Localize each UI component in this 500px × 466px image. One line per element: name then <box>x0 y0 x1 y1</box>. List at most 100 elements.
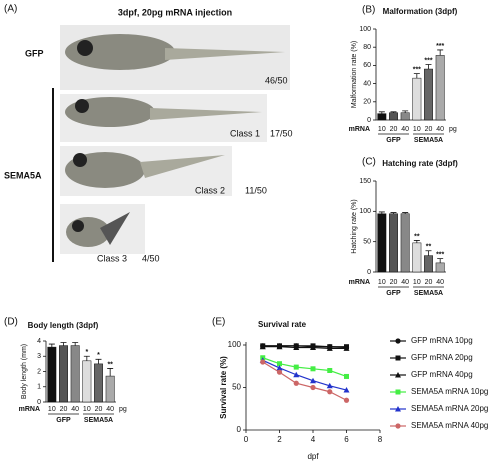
y-tick-label: 50 <box>232 383 241 392</box>
error-bar <box>437 258 444 263</box>
legend-marker <box>395 389 401 395</box>
chart-title: Body length (3dpf) <box>28 321 99 330</box>
chart-title: Survival rate <box>258 320 307 329</box>
marker <box>310 384 316 391</box>
legend-marker <box>395 423 401 429</box>
bar <box>105 375 115 403</box>
class-label: Class 1 <box>230 128 260 138</box>
bar <box>389 112 398 121</box>
marker <box>259 343 266 350</box>
group-label: GFP <box>25 48 44 58</box>
count: 46/50 <box>265 75 288 85</box>
significance: ** <box>426 244 432 251</box>
x-tick-label: 6 <box>344 435 349 444</box>
series-line <box>262 345 347 348</box>
axis <box>45 341 116 403</box>
x-tick-label: 10 <box>378 126 386 133</box>
panel-title: 3dpf, 20pg mRNA injection <box>118 7 232 17</box>
significance: *** <box>413 66 421 73</box>
fish <box>65 34 175 70</box>
x-tick-label: 2 <box>277 435 282 444</box>
error-bar <box>107 368 114 377</box>
bar <box>389 213 398 273</box>
marker <box>327 368 333 373</box>
significance: *** <box>424 57 432 64</box>
bar <box>400 213 410 273</box>
group-label: SEMA5A <box>414 290 443 297</box>
error-bar <box>413 240 420 243</box>
y-tick-label: 1 <box>37 384 41 391</box>
x-tick-label: 10 <box>413 126 421 133</box>
fish-tail <box>150 108 262 120</box>
x-tick-label: 20 <box>425 279 433 286</box>
error-bar <box>413 73 420 79</box>
marker <box>293 364 299 370</box>
y-tick-label: 0 <box>237 425 242 434</box>
group-label: SEMA5A <box>414 137 443 144</box>
marker <box>326 345 333 351</box>
marker <box>310 377 316 384</box>
marker <box>293 344 300 351</box>
class-label: Class 2 <box>195 185 225 195</box>
fish-eye <box>75 99 89 113</box>
count: 17/50 <box>270 128 293 138</box>
bar <box>377 113 387 121</box>
marker <box>276 369 283 375</box>
bar <box>82 360 92 403</box>
x-prefix: mRNA <box>19 406 40 413</box>
error-bar <box>437 49 444 56</box>
panel-letter: (B) <box>362 5 375 16</box>
significance: * <box>97 352 100 359</box>
y-axis-label: Survival rate (%) <box>219 356 228 419</box>
panel-letter: (D) <box>4 317 18 328</box>
marker <box>293 371 300 378</box>
bar <box>70 345 80 403</box>
error-bar <box>378 111 385 114</box>
fish-tail <box>165 48 285 60</box>
y-tick-label: 0 <box>367 269 371 276</box>
x-tick-label: 4 <box>311 435 316 444</box>
significance: *** <box>436 43 444 50</box>
y-tick-label: 100 <box>228 340 242 349</box>
legend-marker <box>395 372 401 378</box>
marker <box>343 387 350 393</box>
fish-eye <box>72 220 84 232</box>
legend-marker <box>395 406 401 412</box>
marker <box>343 397 350 403</box>
x-tick-label: 10 <box>83 406 91 413</box>
legend-marker <box>395 338 401 344</box>
chart-title: Hatching rate (3dpf) <box>382 159 458 168</box>
marker <box>260 359 266 365</box>
error-bar <box>402 212 409 214</box>
y-axis-label: Body length (mm) <box>21 344 28 399</box>
bar <box>47 346 57 403</box>
legend-label: GFP mRNA 10pg <box>411 336 473 345</box>
y-tick-label: 3 <box>37 353 41 360</box>
y-tick-label: 2 <box>37 368 41 375</box>
y-tick-label: 60 <box>363 62 371 69</box>
group-label: SEMA5A <box>4 170 42 180</box>
group-label: GFP <box>386 290 401 297</box>
bar <box>377 213 387 273</box>
chart-title: Malformation (3dpf) <box>383 7 458 16</box>
x-tick-label: 20 <box>390 126 398 133</box>
marker <box>293 380 299 386</box>
x-tick-label: 20 <box>95 406 103 413</box>
series-line <box>262 361 347 401</box>
group-label: GFP <box>386 137 401 144</box>
marker <box>277 361 282 367</box>
x-tick-label: 40 <box>401 126 409 133</box>
bar <box>424 255 433 273</box>
bar <box>59 345 68 403</box>
x-tick-label: 8 <box>378 435 383 444</box>
y-tick-label: 0 <box>367 117 371 124</box>
panel-letter: (E) <box>212 317 225 328</box>
x-tick-label: 10 <box>413 279 421 286</box>
series-line <box>262 346 347 349</box>
marker <box>310 344 316 351</box>
fish-eye <box>77 40 93 56</box>
bar <box>94 363 103 403</box>
marker <box>327 389 333 395</box>
x-tick-label: 40 <box>71 406 79 413</box>
